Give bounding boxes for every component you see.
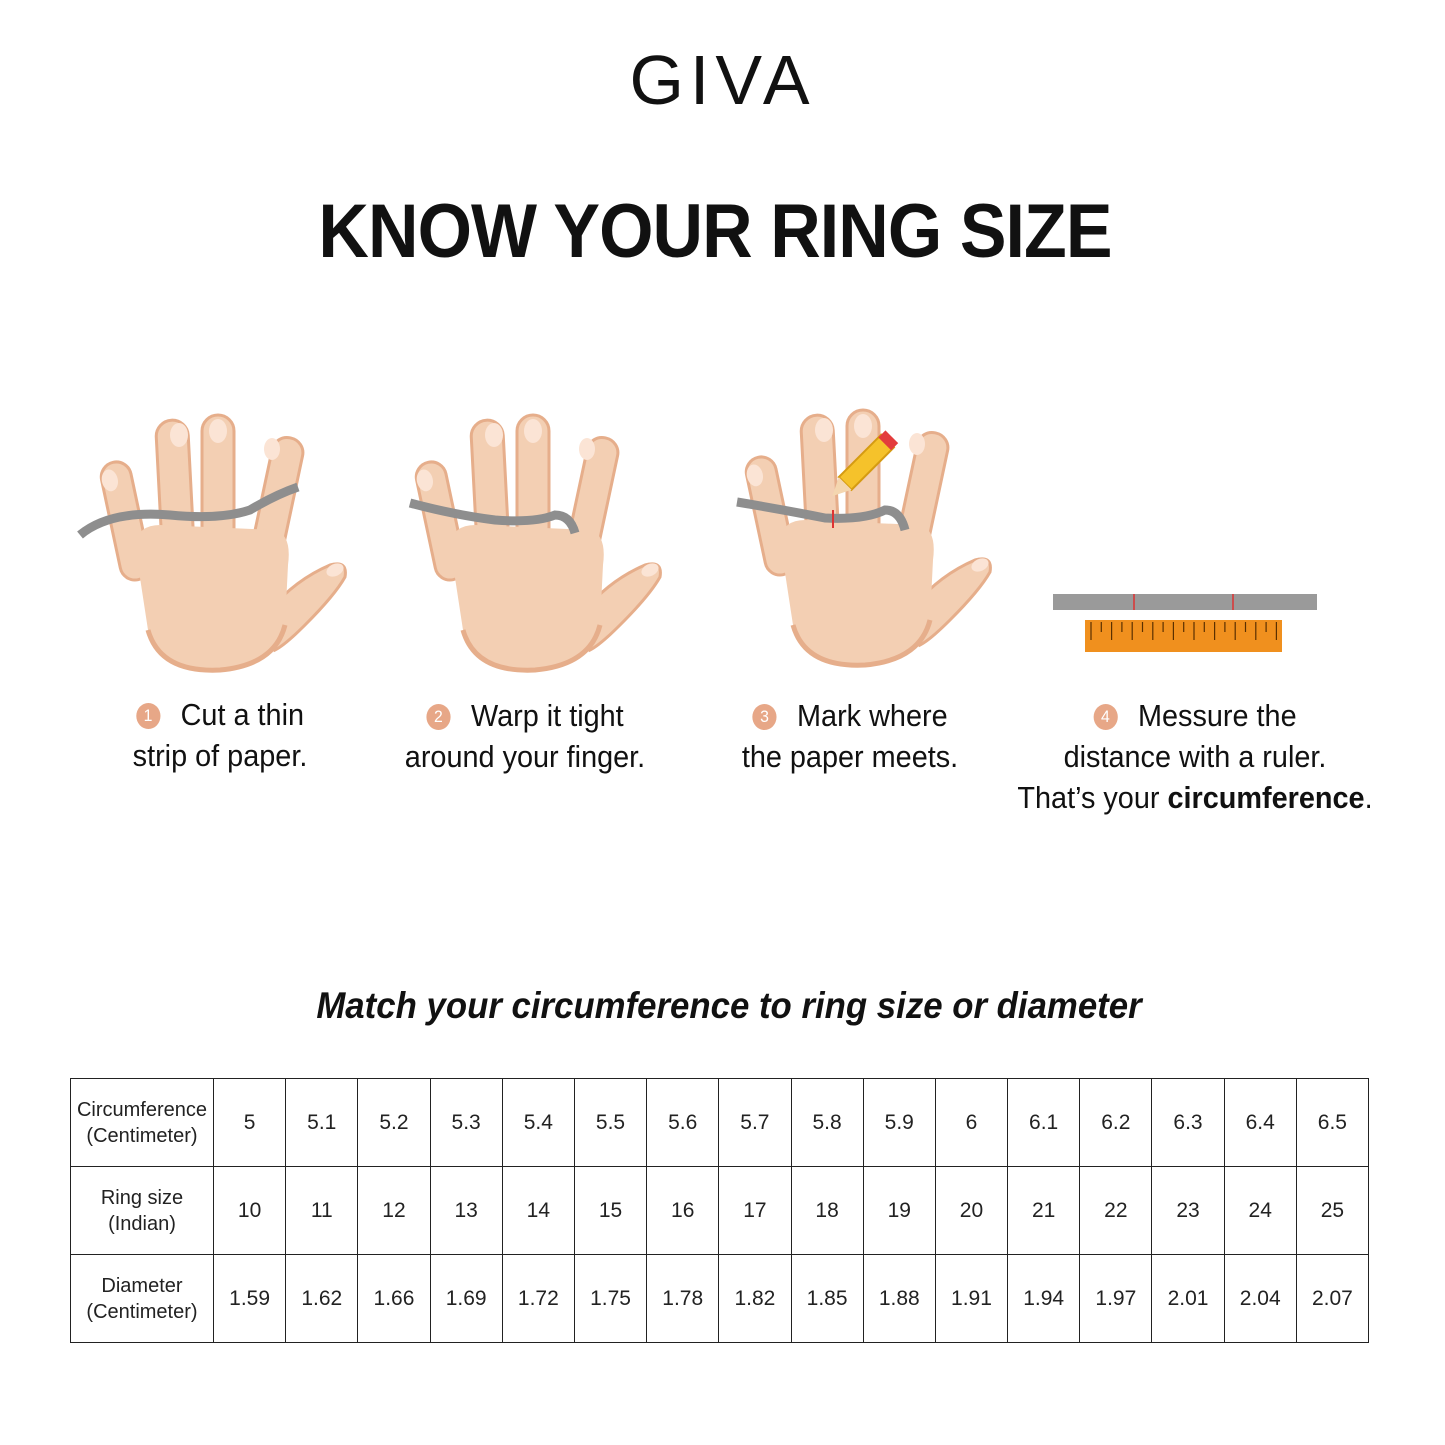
row-header-unit: (Centimeter) (86, 1300, 198, 1323)
table-cell: 1.94 (1007, 1254, 1081, 1343)
paper-strip (77, 482, 300, 539)
table-cell: 6.5 (1295, 1078, 1370, 1167)
ruler-icon (1085, 620, 1282, 652)
step-text: strip of paper. (132, 738, 308, 773)
table-cell: 5 (212, 1078, 287, 1167)
table-cell: 1.59 (212, 1254, 287, 1343)
table-cell: 5.6 (646, 1078, 720, 1167)
table-cell: 5.2 (357, 1078, 431, 1167)
table-cell: 1.78 (646, 1254, 720, 1343)
step-1-hand-illustration (77, 415, 350, 675)
table-cell: 1.66 (357, 1254, 431, 1343)
table-cell: 5.3 (429, 1078, 503, 1167)
table-cell: 6.3 (1151, 1078, 1225, 1167)
table-cell: 1.97 (1079, 1254, 1153, 1343)
table-cell: 2.07 (1295, 1254, 1370, 1343)
size-chart-title: Match your circumference to ring size or… (316, 985, 1142, 1026)
table-cell: 19 (862, 1166, 936, 1255)
table-cell: 5.1 (285, 1078, 359, 1167)
table-cell: 2.01 (1151, 1254, 1225, 1343)
table-cell: 1.69 (429, 1254, 503, 1343)
table-cell: 14 (501, 1166, 575, 1255)
table-cell: 21 (1007, 1166, 1081, 1255)
step-2-hand-illustration (408, 415, 665, 675)
table-cell: 22 (1079, 1166, 1153, 1255)
table-cell: 16 (646, 1166, 720, 1255)
row-header-label: Diameter (101, 1274, 183, 1297)
table-row: Ring size (Indian) 10 11 12 13 14 15 16 17 18 19 20 2… (70, 1166, 1370, 1255)
step-3: 3 Mark where the paper meets. (711, 695, 990, 777)
row-header: Ring size (Indian) (70, 1166, 214, 1255)
step-text: Messure the (1137, 698, 1297, 733)
page-title: KNOW YOUR RING SIZE (318, 189, 1112, 274)
table-cell: 15 (573, 1166, 648, 1255)
step-3-hand-illustration (736, 410, 995, 670)
table-cell: 2.04 (1223, 1254, 1297, 1343)
table-cell: 18 (790, 1166, 864, 1255)
row-header-unit: (Indian) (108, 1212, 176, 1235)
step-text: distance with a ruler. (1063, 739, 1327, 774)
table-cell: 1.91 (934, 1254, 1009, 1343)
ring-size-table: Circumference (Centimeter) 5 5.1 5.2 5.3 5.4 5.… (70, 1078, 1370, 1343)
table-cell: 1.85 (790, 1254, 864, 1343)
table-cell: 10 (212, 1166, 287, 1255)
table-cell: 25 (1295, 1166, 1370, 1255)
table-cell: 23 (1151, 1166, 1225, 1255)
row-header: Circumference (Centimeter) (70, 1078, 214, 1167)
paper-strip (736, 497, 910, 532)
step-text: the paper meets. (741, 739, 959, 774)
step-text: around your finger. (404, 739, 646, 774)
table-cell: 13 (429, 1166, 503, 1255)
table-cell: 5.5 (573, 1078, 648, 1167)
step-text: Cut a thin (180, 697, 305, 732)
step-text: Warp it tight (470, 698, 624, 733)
step-4: 4 Messure the distance with a ruler. That… (1009, 695, 1381, 818)
row-header-unit: (Centimeter) (86, 1124, 198, 1147)
table-row: Diameter (Centimeter) 1.59 1.62 1.66 1.69 1.72… (70, 1254, 1370, 1343)
table-cell: 5.9 (862, 1078, 936, 1167)
table-cell: 1.75 (573, 1254, 648, 1343)
row-header: Diameter (Centimeter) (70, 1254, 214, 1343)
table-cell: 1.72 (501, 1254, 575, 1343)
paper-strip (408, 498, 580, 535)
step-1: 1 Cut a thin strip of paper. (81, 694, 360, 776)
table-row: Circumference (Centimeter) 5 5.1 5.2 5.3 5.4 5.… (70, 1078, 1370, 1167)
step-number-badge: 1 (135, 703, 161, 729)
giva-logo: GIVA (629, 41, 816, 119)
table-cell: 24 (1223, 1166, 1297, 1255)
table-cell: 1.62 (285, 1254, 359, 1343)
table-cell: 11 (285, 1166, 359, 1255)
table-cell: 5.4 (501, 1078, 575, 1167)
row-header-label: Ring size (100, 1186, 184, 1209)
step-number-badge: 2 (426, 704, 451, 730)
table-cell: 6.4 (1223, 1078, 1297, 1167)
step-text: Mark where (797, 698, 948, 733)
step-text: That’s your circumference. (1017, 780, 1373, 815)
table-cell: 6.1 (1007, 1078, 1081, 1167)
table-cell: 6 (934, 1078, 1009, 1167)
table-cell: 20 (934, 1166, 1009, 1255)
ruler-illustration (1053, 594, 1317, 652)
table-cell: 1.82 (718, 1254, 792, 1343)
table-cell: 6.2 (1079, 1078, 1153, 1167)
table-cell: 5.8 (790, 1078, 864, 1167)
step-number-badge: 4 (1093, 704, 1118, 730)
table-cell: 12 (357, 1166, 431, 1255)
table-cell: 5.7 (718, 1078, 792, 1167)
table-cell: 1.88 (862, 1254, 936, 1343)
row-header-label: Circumference (76, 1098, 208, 1121)
step-number-badge: 3 (752, 704, 777, 730)
step-2: 2 Warp it tight around your finger. (376, 695, 674, 777)
table-cell: 17 (718, 1166, 792, 1255)
